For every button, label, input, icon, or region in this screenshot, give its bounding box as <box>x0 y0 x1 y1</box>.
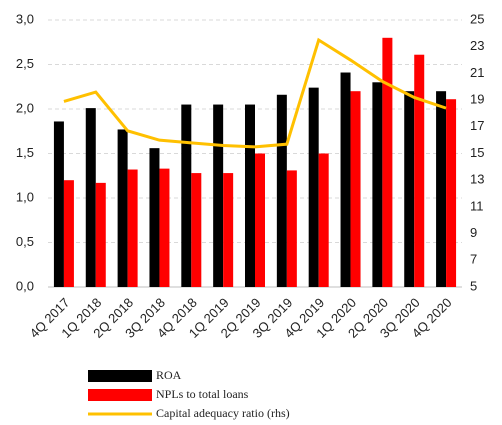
y2-tick-label: 25 <box>470 11 484 26</box>
bar <box>223 173 234 287</box>
y2-tick-label: 11 <box>470 198 484 213</box>
bar <box>53 121 64 288</box>
bar <box>127 169 138 287</box>
legend-swatch <box>88 370 152 382</box>
bar <box>350 91 361 287</box>
y2-tick-label: 7 <box>470 252 477 267</box>
legend-label: Capital adequacy ratio (rhs) <box>156 406 290 420</box>
y2-tick-label: 13 <box>470 172 484 187</box>
y2-tick-label: 19 <box>470 92 484 107</box>
bar <box>308 87 319 287</box>
legend-swatch <box>88 389 152 401</box>
y2-tick-label: 21 <box>470 65 484 80</box>
legend-label: NPLs to total loans <box>156 387 249 401</box>
y2-tick-label: 15 <box>470 145 484 160</box>
bar <box>95 182 106 287</box>
y2-tick-label: 9 <box>470 225 477 240</box>
bar <box>159 168 170 287</box>
line <box>63 37 447 149</box>
bar <box>117 129 128 287</box>
y-tick-label: 3,0 <box>16 11 34 26</box>
legend-label: ROA <box>156 368 182 382</box>
bar <box>286 170 297 287</box>
y-tick-label: 2,0 <box>16 100 34 115</box>
bar <box>446 99 457 288</box>
y-tick-label: 1,5 <box>16 145 34 160</box>
bar <box>340 72 351 287</box>
bar <box>245 104 255 287</box>
bar <box>318 153 329 287</box>
bar <box>191 173 202 287</box>
bar <box>85 108 96 287</box>
bar <box>149 148 160 287</box>
bar <box>382 37 393 287</box>
y-tick-label: 0,0 <box>16 278 34 293</box>
bar <box>276 94 287 287</box>
bar <box>436 91 447 287</box>
y2-tick-label: 17 <box>470 118 484 133</box>
y-tick-label: 2,5 <box>16 56 34 71</box>
y2-tick-label: 5 <box>470 278 477 293</box>
bar <box>372 82 383 287</box>
y-tick-label: 0,5 <box>16 234 34 249</box>
y2-tick-label: 23 <box>470 38 484 53</box>
bar <box>255 153 265 287</box>
bar <box>414 54 425 288</box>
y-tick-label: 1,0 <box>16 189 34 204</box>
bar <box>181 104 192 287</box>
bar <box>404 91 415 287</box>
bar <box>63 180 74 287</box>
bar <box>213 104 224 287</box>
